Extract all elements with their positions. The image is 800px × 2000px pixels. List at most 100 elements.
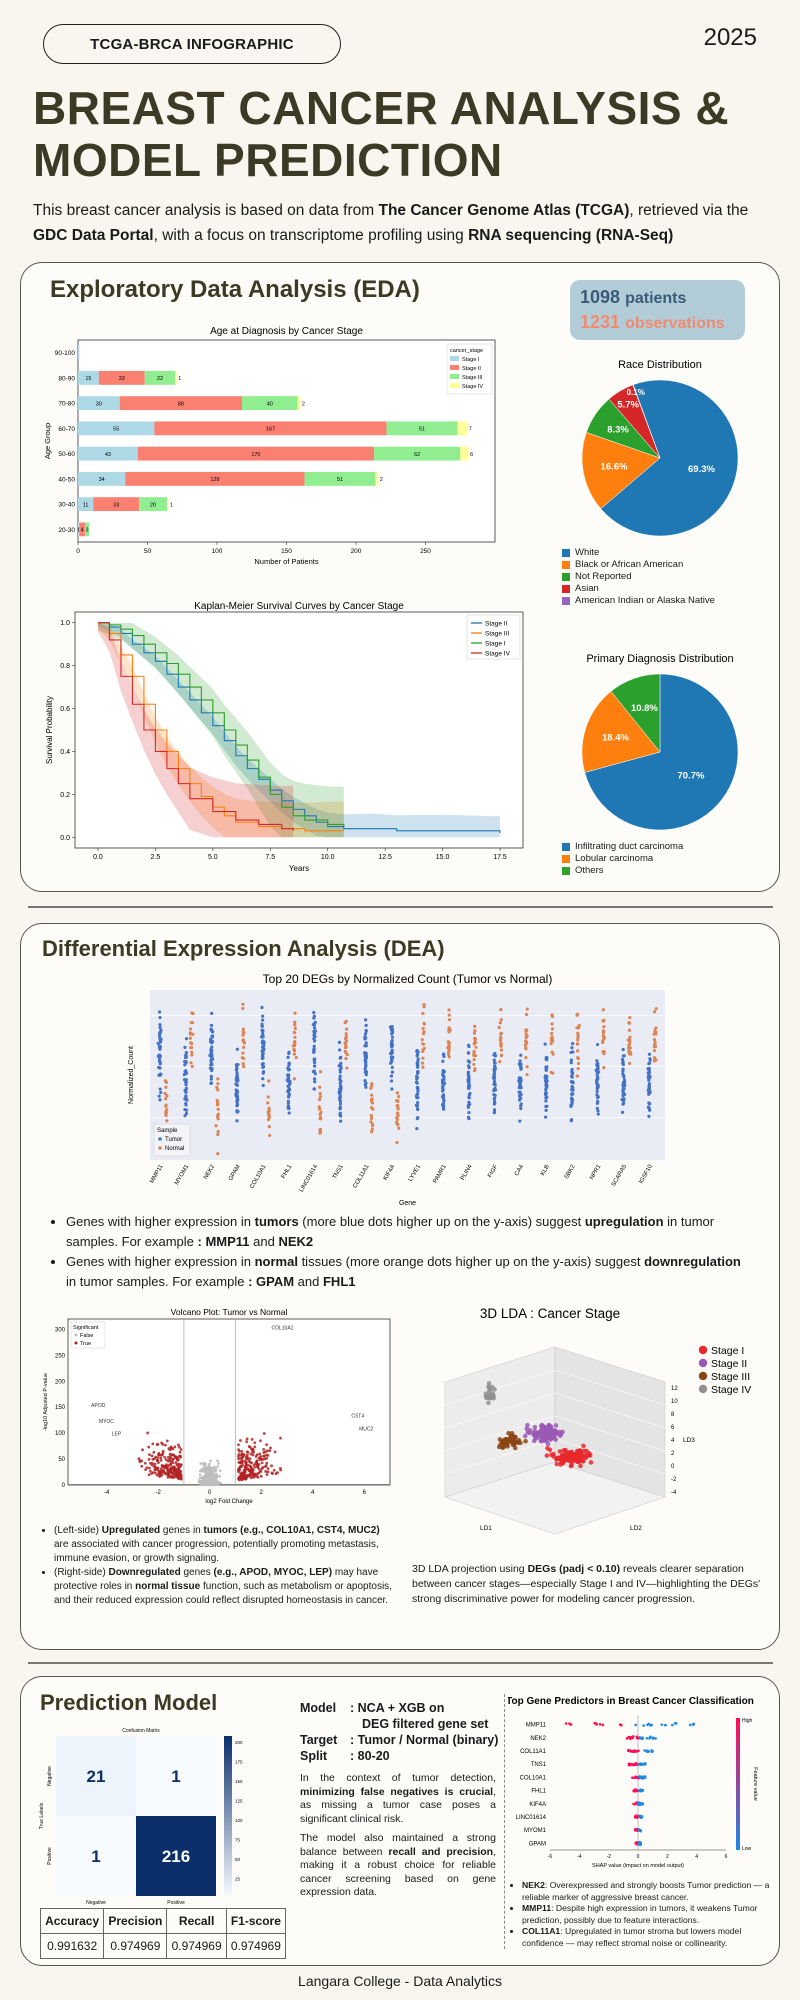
deg-tumor-point bbox=[337, 1040, 342, 1045]
deg-tumor-point bbox=[621, 1086, 625, 1090]
shap-feature-label: TNS1 bbox=[531, 1762, 547, 1768]
race-pie-legend-label: Not Reported bbox=[575, 571, 632, 582]
deg-normal-point bbox=[241, 1062, 245, 1066]
age-x-tick-label: 250 bbox=[420, 548, 431, 555]
deg-tumor-point bbox=[519, 1066, 523, 1070]
volcano-x-tick-label: 4 bbox=[311, 1490, 315, 1496]
volcano-sig-point bbox=[163, 1455, 167, 1459]
lda-axis-label: LD2 bbox=[630, 1525, 642, 1532]
deg-normal-point bbox=[652, 1010, 657, 1014]
volcano-sig-point bbox=[152, 1450, 156, 1454]
volcano-sig-point bbox=[160, 1463, 164, 1467]
age-tick-label: 30-40 bbox=[58, 502, 75, 509]
volcano-ns-point bbox=[207, 1466, 210, 1470]
volcano-sig-point bbox=[262, 1447, 266, 1451]
deg-normal-point bbox=[524, 1029, 528, 1033]
volcano-ns-point bbox=[198, 1476, 202, 1480]
deg-normal-point bbox=[343, 1049, 347, 1053]
deg-normal-point bbox=[472, 1051, 476, 1055]
volcano-sig-point bbox=[245, 1453, 249, 1457]
volcano-sig-point bbox=[174, 1461, 178, 1465]
deg-normal-point bbox=[190, 1064, 194, 1069]
age-tick-label: 40-50 bbox=[58, 476, 75, 483]
lda-point bbox=[550, 1430, 556, 1436]
deg-tumor-point bbox=[261, 1083, 265, 1088]
shap-feature-label: MMP11 bbox=[526, 1723, 547, 1729]
age-bar bbox=[137, 446, 375, 461]
volcano-sig-point bbox=[170, 1474, 174, 1478]
deg-tumor-point bbox=[621, 1089, 625, 1093]
deg-normal-point bbox=[499, 1036, 503, 1040]
race-pie-slice-label: 16.6% bbox=[601, 462, 628, 473]
volcano-sig-point bbox=[250, 1470, 254, 1474]
volcano-sig-point bbox=[238, 1475, 241, 1479]
deg-tumor-point bbox=[158, 1060, 162, 1064]
km-x-tick-label: 2.5 bbox=[151, 854, 161, 861]
shap-point bbox=[639, 1829, 642, 1832]
deg-x-tick-label: PLIN4 bbox=[460, 1163, 474, 1181]
lda-legend-marker bbox=[698, 1358, 708, 1368]
shap-point bbox=[635, 1789, 639, 1793]
dea-bullet-1: Genes with higher expression in tumors (… bbox=[66, 1212, 748, 1252]
age-legend-swatch bbox=[450, 383, 459, 388]
deg-normal-point bbox=[318, 1094, 323, 1099]
deg-tumor-point bbox=[647, 1114, 651, 1119]
deg-tumor-point bbox=[544, 1075, 548, 1079]
age-legend-label: Stage IV bbox=[462, 384, 483, 390]
cm-y-tick-label: Positive bbox=[47, 1847, 53, 1865]
deg-normal-point bbox=[216, 1100, 220, 1105]
deg-tumor-point bbox=[518, 1059, 522, 1063]
metric-header-recall: Recall bbox=[166, 1908, 227, 1934]
cm-colorbar-tick: 25 bbox=[235, 1877, 241, 1882]
km-curve bbox=[97, 622, 501, 833]
volcano-sig-point bbox=[172, 1472, 176, 1476]
cm-x-tick-label: Positive bbox=[167, 1900, 185, 1906]
volcano-bullet-2: (Right-side) Downregulated genes (e.g., … bbox=[54, 1566, 395, 1608]
deg-tumor-point bbox=[441, 1094, 446, 1098]
age-legend-swatch bbox=[450, 374, 459, 379]
deg-normal-point bbox=[525, 1072, 529, 1077]
volcano-ns-point bbox=[207, 1483, 211, 1487]
deg-tumor-point bbox=[312, 1049, 316, 1053]
deg-x-tick-label: CA4 bbox=[514, 1163, 525, 1177]
shap-bullet-1: NEK2: Overexpressed and strongly boosts … bbox=[522, 1880, 770, 1903]
cm-cell bbox=[136, 1736, 216, 1816]
deg-tumor-point bbox=[184, 1108, 189, 1112]
volcano-sig-point bbox=[251, 1453, 255, 1457]
age-bar bbox=[460, 446, 469, 461]
deg-normal-point bbox=[241, 1051, 245, 1055]
shap-point bbox=[688, 1723, 692, 1727]
volcano-ns-point bbox=[219, 1481, 222, 1485]
deg-tumor-point bbox=[209, 1074, 213, 1078]
deg-normal-point bbox=[421, 1026, 425, 1031]
deg-normal-point bbox=[216, 1082, 220, 1086]
lda-point bbox=[540, 1424, 545, 1430]
volcano-sig-point bbox=[266, 1470, 270, 1474]
volcano-sig-point bbox=[150, 1472, 154, 1475]
volcano-bullets: (Left-side) Upregulated genes in tumors … bbox=[40, 1524, 395, 1608]
deg-normal-point bbox=[318, 1127, 323, 1132]
shap-point bbox=[568, 1722, 571, 1725]
deg-x-tick-label: KLB bbox=[540, 1164, 551, 1177]
cm-cell-value: 216 bbox=[162, 1847, 190, 1866]
deg-normal-point bbox=[293, 1031, 297, 1035]
km-x-tick-label: 0.0 bbox=[93, 854, 103, 861]
deg-normal-point bbox=[499, 1018, 503, 1022]
lda-point bbox=[515, 1440, 521, 1445]
shap-point bbox=[598, 1723, 602, 1726]
cm-x-tick-label: Negative bbox=[86, 1900, 106, 1906]
age-bar bbox=[119, 396, 243, 411]
deg-tumor-point bbox=[595, 1075, 600, 1079]
deg-tumor-point bbox=[647, 1052, 652, 1056]
deg-tumor-point bbox=[518, 1085, 523, 1089]
deg-normal-point bbox=[164, 1113, 168, 1118]
deg-tumor-point bbox=[235, 1073, 239, 1078]
volcano-sig-point bbox=[237, 1467, 241, 1471]
deg-normal-point bbox=[292, 1040, 297, 1044]
volcano-sig-point bbox=[237, 1478, 241, 1482]
volcano-ns-point bbox=[198, 1473, 202, 1477]
page-title: BREAST CANCER ANALYSIS & MODEL PREDICTIO… bbox=[33, 82, 773, 186]
deg-normal-point bbox=[396, 1107, 400, 1111]
race-pie-slice bbox=[600, 379, 739, 537]
model-paragraph-2: The model also maintained a strong balan… bbox=[300, 1832, 496, 1898]
